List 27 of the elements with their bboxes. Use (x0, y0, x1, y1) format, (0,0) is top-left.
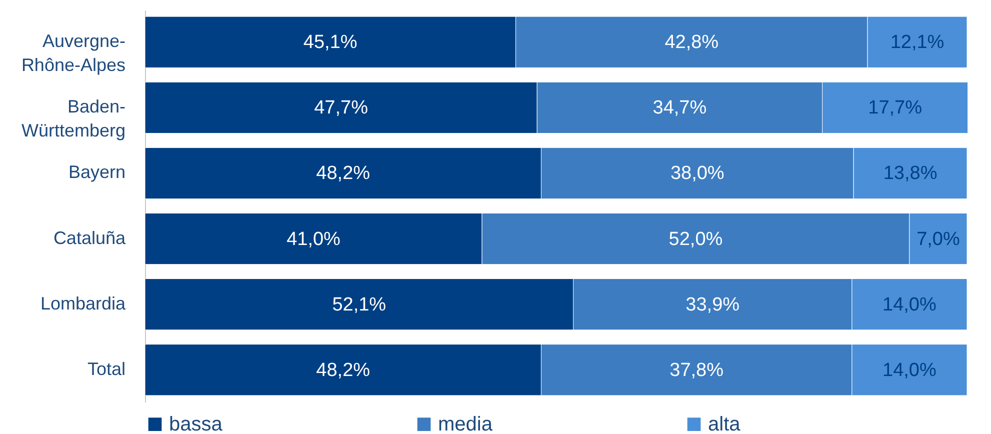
data-label: 14,0% (882, 360, 936, 381)
y-tick-label: Total (87, 358, 126, 379)
data-label: 14,0% (882, 294, 936, 316)
data-label: 12,1% (890, 32, 944, 54)
data-label: 41,0% (286, 228, 341, 250)
data-label: 37,8% (670, 360, 724, 381)
data-label: 48,2% (316, 163, 370, 184)
data-label: 7,0% (916, 228, 960, 250)
data-label: 13,8% (883, 163, 938, 184)
y-tick-label: Cataluña (53, 228, 126, 248)
y-tick-label: Lombardia (40, 293, 126, 314)
data-label: 48,2% (316, 360, 370, 381)
data-label: 52,0% (668, 228, 723, 250)
legend-label: media (438, 413, 494, 434)
data-label: 45,1% (303, 32, 358, 54)
data-label: 17,7% (868, 98, 922, 119)
legend-label: bassa (169, 413, 224, 434)
legend-label: alta (708, 413, 742, 434)
data-label: 42,8% (664, 32, 719, 54)
y-tick-label: Auvergne-Rhône-Alpes (21, 31, 126, 76)
data-label: 52,1% (332, 294, 386, 316)
data-label: 47,7% (314, 98, 368, 119)
data-label: 33,9% (686, 294, 740, 316)
y-tick-label: Baden-Württemberg (21, 96, 126, 141)
data-label: 34,7% (652, 98, 707, 119)
data-label: 38,0% (670, 163, 724, 184)
y-tick-label: Bayern (68, 162, 126, 182)
